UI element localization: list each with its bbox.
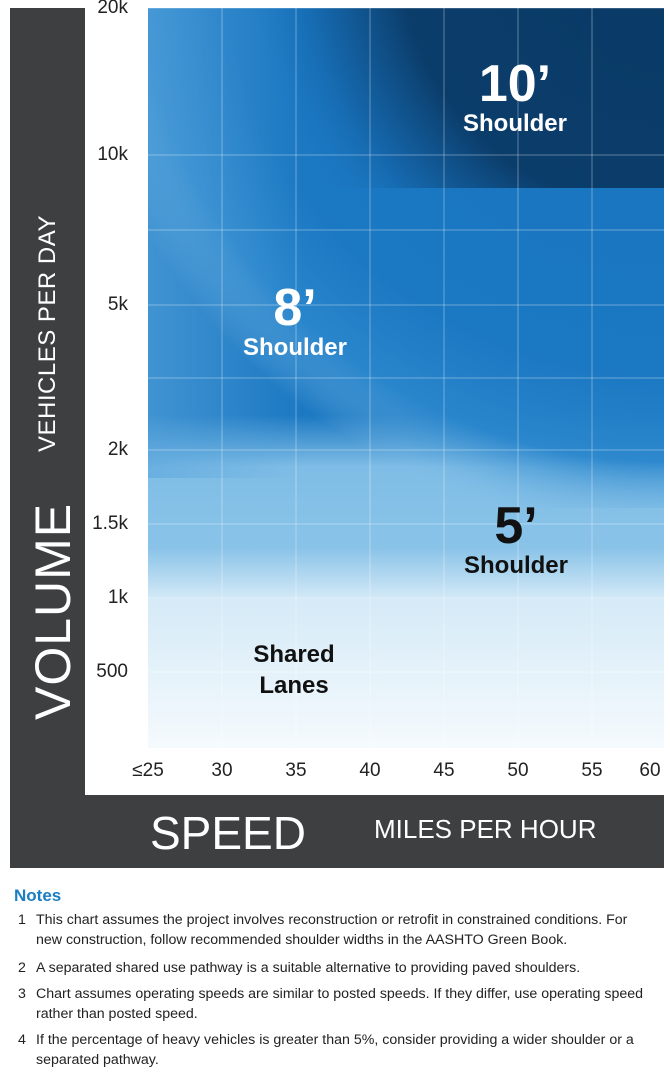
zone-10ft-shoulder: 10’ Shoulder bbox=[460, 58, 570, 138]
x-tick-label: 50 bbox=[507, 760, 529, 781]
heatmap-svg bbox=[148, 8, 664, 748]
x-tick-label: 40 bbox=[359, 760, 381, 781]
y-tick-label: 10k bbox=[97, 144, 128, 165]
zone-8ft-shoulder: 8’ Shoulder bbox=[240, 282, 350, 362]
y-tick-label: 500 bbox=[96, 661, 128, 682]
zone-8ft-label: Shoulder bbox=[242, 334, 347, 361]
plot-area bbox=[148, 8, 664, 748]
zone-10ft-label: Shoulder bbox=[462, 110, 567, 137]
y-tick-label: 1.5k bbox=[92, 513, 128, 534]
note-number: 3 bbox=[18, 986, 26, 1002]
note-number: 2 bbox=[18, 960, 26, 976]
zone-8ft-value: 8’ bbox=[273, 279, 317, 337]
zone-shared-value: Shared bbox=[253, 641, 335, 668]
x-axis-units: MILES PER HOUR bbox=[374, 814, 597, 844]
zone-5ft-shoulder: 5’ Shoulder bbox=[461, 500, 571, 580]
zone-5ft-label: Shoulder bbox=[463, 552, 568, 579]
note-number: 4 bbox=[18, 1032, 26, 1048]
y-axis-units: VEHICLES PER DAY bbox=[34, 215, 61, 452]
x-tick-label: 30 bbox=[211, 760, 233, 781]
x-tick-label: 55 bbox=[581, 760, 603, 781]
grid-lines bbox=[148, 8, 664, 748]
zone-shared-lanes: Shared Lanes bbox=[239, 638, 349, 700]
y-axis-title: VOLUME bbox=[25, 502, 81, 720]
x-tick-label: 45 bbox=[433, 760, 455, 781]
y-tick-label: 5k bbox=[107, 294, 128, 315]
x-tick-label: 60 bbox=[639, 760, 661, 781]
note-text: Chart assumes operating speeds are simil… bbox=[36, 986, 643, 1022]
zone-shared-label: Lanes bbox=[259, 672, 329, 699]
zone-5ft-value: 5’ bbox=[494, 497, 538, 555]
note-text: This chart assumes the project involves … bbox=[36, 912, 628, 948]
y-tick-label: 2k bbox=[107, 439, 128, 460]
note-text: If the percentage of heavy vehicles is g… bbox=[36, 1032, 634, 1068]
note-number: 1 bbox=[18, 912, 26, 928]
y-tick-label: 1k bbox=[107, 587, 128, 608]
x-axis-title: SPEED bbox=[150, 807, 306, 859]
zone-10ft-value: 10’ bbox=[478, 55, 552, 113]
note-text: A separated shared use pathway is a suit… bbox=[36, 960, 581, 976]
y-tick-label: 20k bbox=[97, 0, 128, 18]
x-tick-label: ≤25 bbox=[132, 760, 164, 781]
notes-title: Notes bbox=[14, 886, 62, 905]
x-tick-label: 35 bbox=[285, 760, 307, 781]
